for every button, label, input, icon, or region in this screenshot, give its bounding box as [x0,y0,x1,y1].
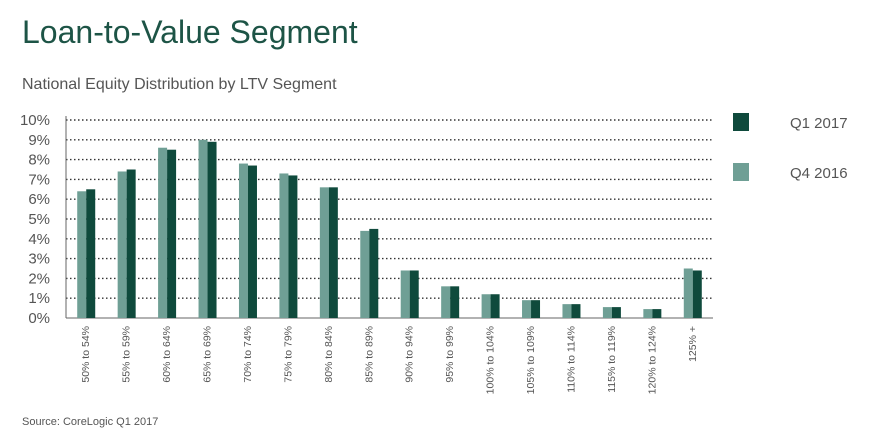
source-note: Source: CoreLogic Q1 2017 [22,416,159,428]
y-tick-label: 3% [28,251,50,268]
bar [247,165,257,318]
y-tick-label: 7% [28,171,50,188]
x-tick-label: 105% to 109% [525,326,537,394]
bar [692,270,702,318]
bar [77,191,87,318]
bar [602,307,612,318]
bar [611,307,621,318]
y-tick-label: 5% [28,211,50,228]
x-tick-label: 95% to 99% [444,326,456,383]
bar [490,294,500,318]
y-tick-label: 9% [28,132,50,149]
x-tick-label: 125% + [687,326,699,362]
bar [126,169,136,318]
chart-title: Loan-to-Value Segment [22,14,358,50]
legend-swatch [733,113,749,131]
bar [400,270,410,318]
legend-swatch [733,163,749,181]
chart-subtitle: National Equity Distribution by LTV Segm… [22,76,337,93]
y-tick-label: 6% [28,191,50,208]
x-tick-label: 50% to 54% [80,326,92,383]
y-tick-label: 4% [28,231,50,248]
x-tick-label: 90% to 94% [404,326,416,383]
bar [531,300,541,318]
bar [481,294,491,318]
bar [86,189,96,318]
x-tick-label: 120% to 124% [646,326,658,394]
bar [288,175,298,318]
x-tick-label: 110% to 114% [565,326,577,393]
bar [167,149,177,318]
x-tick-label: 115% to 119% [606,326,618,393]
bar [319,187,329,318]
bar [683,268,693,318]
x-tick-label: 55% to 59% [121,326,133,383]
bar [158,147,168,318]
bar [369,228,379,318]
x-tick-label: 100% to 104% [485,326,497,394]
bar [198,139,208,318]
bar [279,173,289,318]
x-tick-label: 75% to 79% [282,326,294,383]
y-tick-label: 10% [20,112,50,129]
x-tick-label: 85% to 89% [363,326,375,383]
y-tick-label: 2% [28,270,50,287]
legend-label: Q4 2016 [790,165,848,182]
y-tick-label: 0% [28,310,50,327]
legend-label: Q1 2017 [790,115,848,132]
bar [409,270,419,318]
x-tick-label: 60% to 64% [161,326,173,383]
y-tick-label: 1% [28,290,50,307]
bar [238,163,248,318]
y-tick-label: 8% [28,152,50,169]
bar [450,286,460,318]
bar [571,304,581,318]
x-tick-label: 65% to 69% [202,326,214,383]
x-tick-label: 80% to 84% [323,326,335,383]
bar [328,187,338,318]
bar [207,141,217,318]
bar [117,171,127,318]
bar [522,300,532,318]
bar [652,309,662,318]
bar [360,230,370,318]
bar [562,304,572,318]
bar [643,309,653,318]
x-tick-label: 70% to 74% [242,326,254,383]
bar [441,286,451,318]
